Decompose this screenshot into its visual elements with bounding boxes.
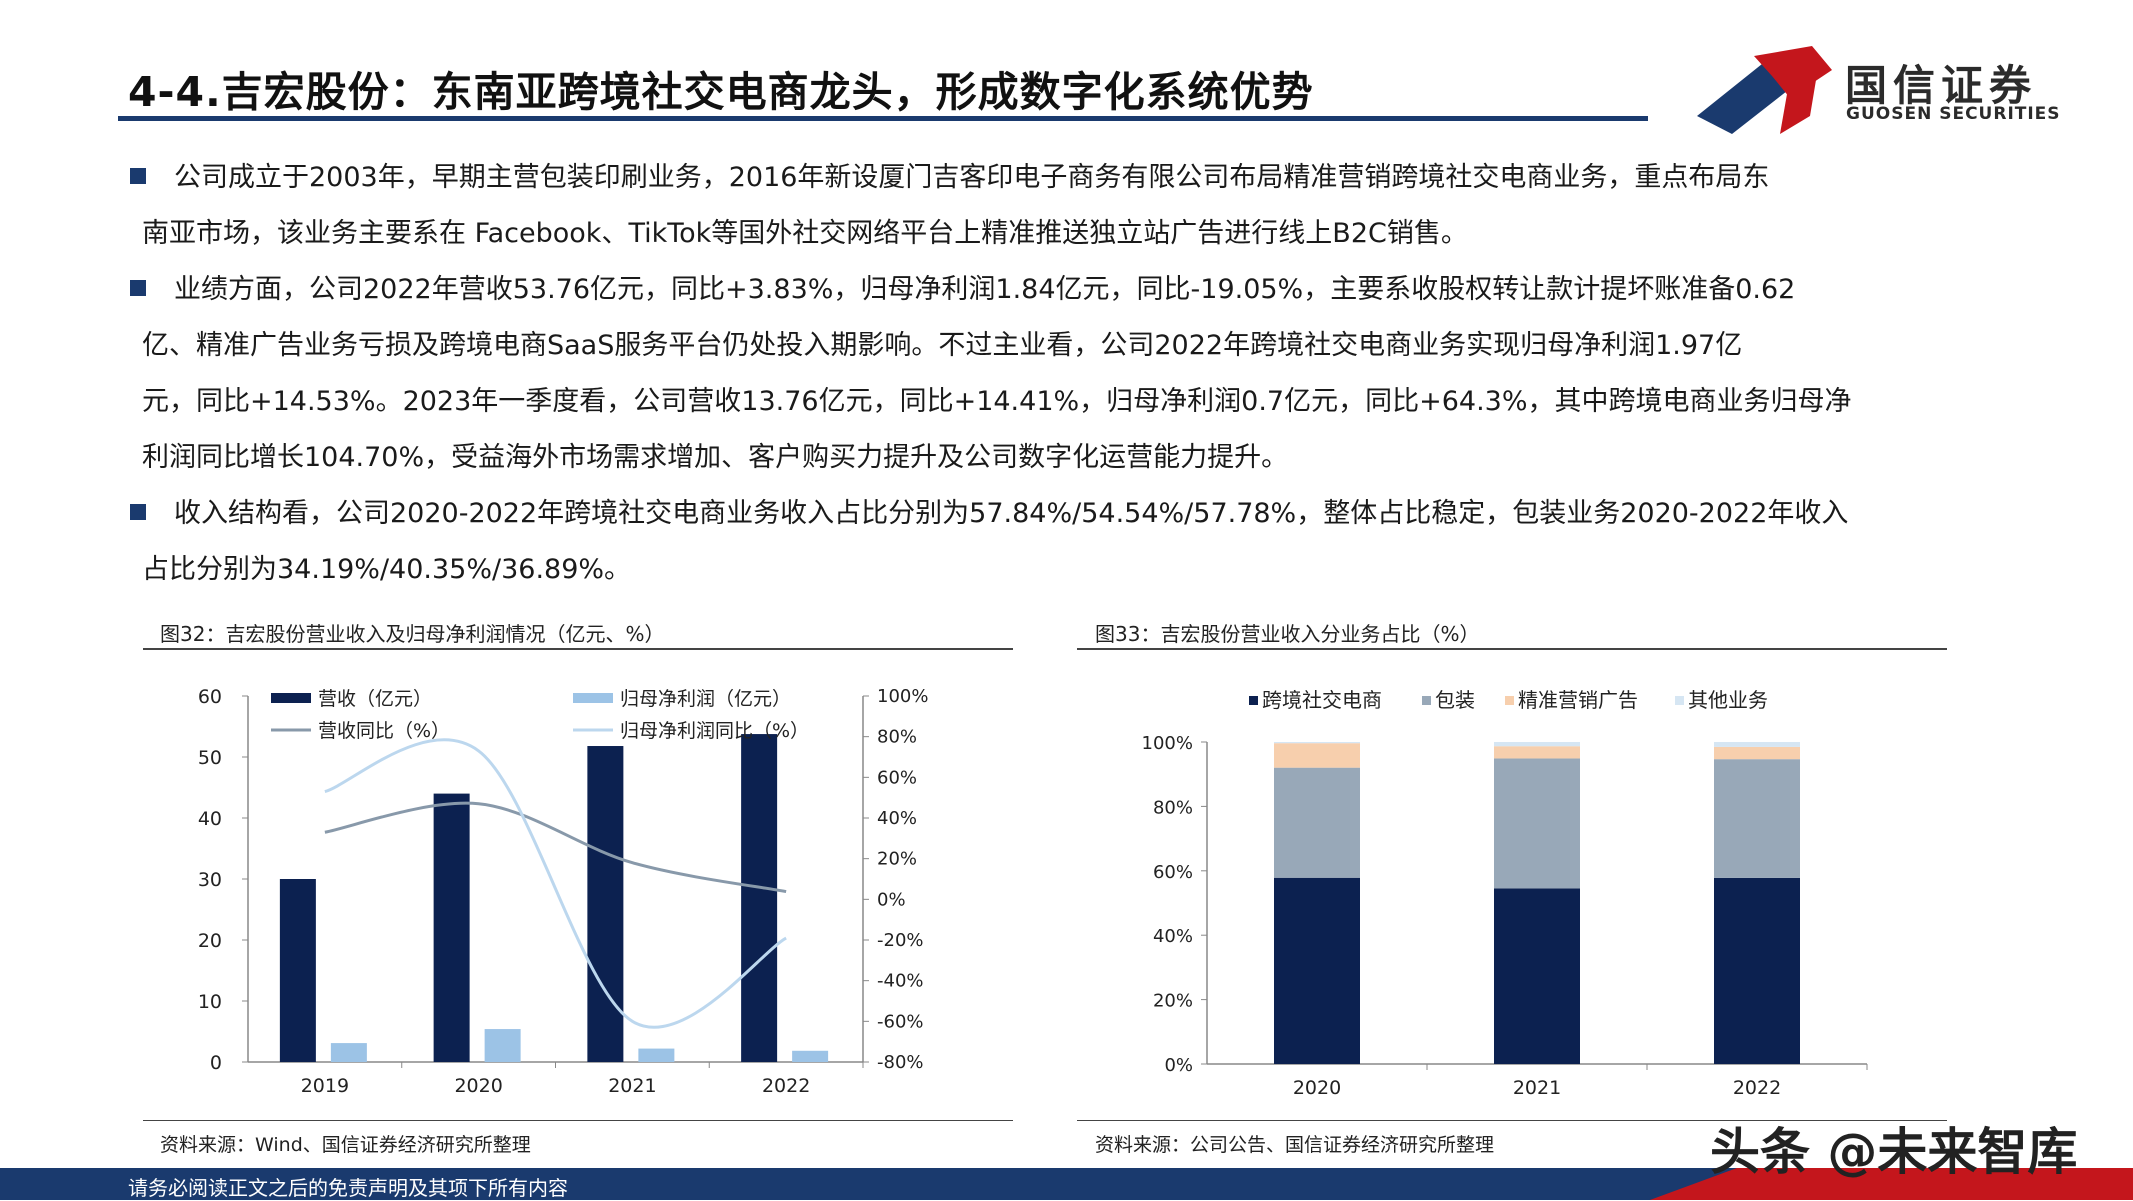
right-tick-label: 80% xyxy=(877,727,917,748)
left-tick-label: 60 xyxy=(198,686,222,708)
legend-label: 归母净利润（亿元） xyxy=(620,688,791,710)
segment-precision-ads xyxy=(1274,743,1360,768)
right-tick-label: 60% xyxy=(877,767,917,788)
segment-other xyxy=(1714,742,1800,747)
net-profit-bar xyxy=(792,1050,829,1062)
legend-label: 归母净利润同比（%） xyxy=(620,720,809,742)
page-title: 4-4.吉宏股份：东南亚跨境社交电商龙头，形成数字化系统优势 xyxy=(128,68,1314,116)
bullet-line: 亿、精准广告业务亏损及跨境电商SaaS服务平台仍处投入期影响。不过主业看，公司2… xyxy=(142,330,1743,361)
legend-swatch xyxy=(1422,696,1431,705)
legend-swatch xyxy=(1675,696,1684,705)
segment-cross-border-ecommerce xyxy=(1714,877,1800,1064)
right-tick-label: 100% xyxy=(877,686,928,707)
figure1-bottom-rule xyxy=(143,1120,1013,1121)
figure2-source: 资料来源：公司公告、国信证券经济研究所整理 xyxy=(1095,1134,1495,1156)
revenue-bar xyxy=(279,879,316,1062)
net-profit-bar xyxy=(484,1029,521,1062)
segment-precision-ads xyxy=(1494,746,1580,759)
legend-label: 营收同比（%） xyxy=(318,720,450,742)
x-tick-label: 2022 xyxy=(762,1075,810,1097)
legend-swatch xyxy=(1505,696,1514,705)
logo-text-en: GUOSEN SECURITIES xyxy=(1846,104,2061,124)
watermark: 头条 @未来智库 xyxy=(1710,1123,2078,1181)
x-tick-label: 2022 xyxy=(1733,1077,1781,1099)
bullet-line: 南亚市场，该业务主要系在 Facebook、TikTok等国外社交网络平台上精准… xyxy=(142,218,1468,249)
footer-disclaimer: 请务必阅读正文之后的免责声明及其项下所有内容 xyxy=(128,1176,568,1200)
left-tick-label: 40 xyxy=(198,808,222,830)
bullet-line: 收入结构看，公司2020-2022年跨境社交电商业务收入占比分别为57.84%/… xyxy=(174,498,1849,529)
bullet-line: 业绩方面，公司2022年营收53.76亿元，同比+3.83%，归母净利润1.84… xyxy=(174,274,1796,305)
legend-label: 精准营销广告 xyxy=(1518,688,1638,712)
net-profit-bar xyxy=(330,1043,367,1062)
legend-swatch-profit xyxy=(573,693,613,703)
segment-cross-border-ecommerce xyxy=(1494,888,1580,1064)
segment-other xyxy=(1274,742,1360,744)
bullet-square-icon xyxy=(130,279,146,296)
net-profit-bar xyxy=(638,1048,675,1062)
figure2-caption: 图33：吉宏股份营业收入分业务占比（%） xyxy=(1095,622,1480,646)
y-tick-label: 100% xyxy=(1142,733,1193,754)
x-tick-label: 2020 xyxy=(454,1075,502,1097)
x-tick-label: 2021 xyxy=(1513,1077,1561,1099)
right-tick-label: 0% xyxy=(877,889,906,910)
revenue-bar xyxy=(433,793,470,1062)
title-underline xyxy=(118,116,1648,121)
right-tick-label: -40% xyxy=(877,971,924,992)
left-tick-label: 50 xyxy=(198,747,222,769)
y-tick-label: 0% xyxy=(1164,1055,1193,1076)
bullet-line: 元，同比+14.53%。2023年一季度看，公司营收13.76亿元，同比+14.… xyxy=(142,386,1852,417)
y-tick-label: 80% xyxy=(1153,797,1193,818)
bullet-line: 利润同比增长104.70%，受益海外市场需求增加、客户购买力提升及公司数字化运营… xyxy=(142,442,1289,473)
footer-accent xyxy=(1650,1168,2133,1200)
bullet-square-icon xyxy=(130,167,146,184)
x-tick-label: 2019 xyxy=(301,1075,349,1097)
x-tick-label: 2021 xyxy=(608,1075,656,1097)
y-tick-label: 40% xyxy=(1153,926,1193,947)
figure1-caption: 图32：吉宏股份营业收入及归母净利润情况（亿元、%） xyxy=(160,622,665,646)
left-tick-label: 30 xyxy=(198,869,222,891)
net-profit-yoy-line xyxy=(324,738,787,1029)
bullet-company-intro: 公司成立于2003年，早期主营包装印刷业务，2016年新设厦门吉客印电子商务有限… xyxy=(130,150,2000,262)
legend-swatch xyxy=(1249,696,1258,705)
right-tick-label: 20% xyxy=(877,849,917,870)
right-tick-label: -60% xyxy=(877,1011,924,1032)
legend-swatch-revenue xyxy=(271,693,311,703)
bullet-square-icon xyxy=(130,503,146,520)
segment-other xyxy=(1494,742,1580,747)
right-tick-label: 40% xyxy=(877,808,917,829)
segment-precision-ads xyxy=(1714,746,1800,760)
figure1-source: 资料来源：Wind、国信证券经济研究所整理 xyxy=(160,1134,531,1156)
left-tick-label: 10 xyxy=(198,991,222,1013)
bullet-performance: 业绩方面，公司2022年营收53.76亿元，同比+3.83%，归母净利润1.84… xyxy=(130,262,2000,486)
revenue-bar xyxy=(741,734,778,1062)
segment-packaging xyxy=(1274,767,1360,878)
right-tick-label: -20% xyxy=(877,930,924,951)
left-tick-label: 20 xyxy=(198,930,222,952)
figure2-bottom-rule xyxy=(1077,1120,1947,1121)
legend-label: 包装 xyxy=(1435,688,1475,712)
revenue-yoy-line xyxy=(324,801,787,894)
legend-label: 跨境社交电商 xyxy=(1262,688,1382,712)
figure1-top-rule xyxy=(143,648,1013,650)
x-tick-label: 2020 xyxy=(1293,1077,1341,1099)
revenue-bar xyxy=(587,746,624,1062)
revenue-profit-chart: 60 50 40 30 20 10 0 100% 80% 60% 40% 20% 0% -20% -40% -… xyxy=(198,686,929,1097)
segment-packaging xyxy=(1714,759,1800,878)
right-tick-label: -80% xyxy=(877,1052,924,1073)
segment-packaging xyxy=(1494,758,1580,889)
bullet-revenue-structure: 收入结构看，公司2020-2022年跨境社交电商业务收入占比分别为57.84%/… xyxy=(130,486,2000,598)
legend-label: 营收（亿元） xyxy=(318,688,432,710)
revenue-mix-chart: 100% 80% 60% 40% 20% 0% 2020 2021 2022 跨境社交电商 包装 精准… xyxy=(1142,688,1868,1099)
bullet-line: 占比分别为34.19%/40.35%/36.89%。 xyxy=(142,554,632,585)
y-tick-label: 20% xyxy=(1153,991,1193,1012)
segment-cross-border-ecommerce xyxy=(1274,877,1360,1064)
legend-label: 其他业务 xyxy=(1688,688,1768,712)
bullet-list: 公司成立于2003年，早期主营包装印刷业务，2016年新设厦门吉客印电子商务有限… xyxy=(130,150,2000,598)
bullet-line: 公司成立于2003年，早期主营包装印刷业务，2016年新设厦门吉客印电子商务有限… xyxy=(174,162,1770,193)
figure2-top-rule xyxy=(1077,648,1947,650)
y-tick-label: 60% xyxy=(1153,862,1193,883)
left-tick-label: 0 xyxy=(210,1052,222,1074)
guosen-logo-icon xyxy=(1697,46,1832,134)
logo-text-cn: 国信证券 xyxy=(1845,61,2038,110)
